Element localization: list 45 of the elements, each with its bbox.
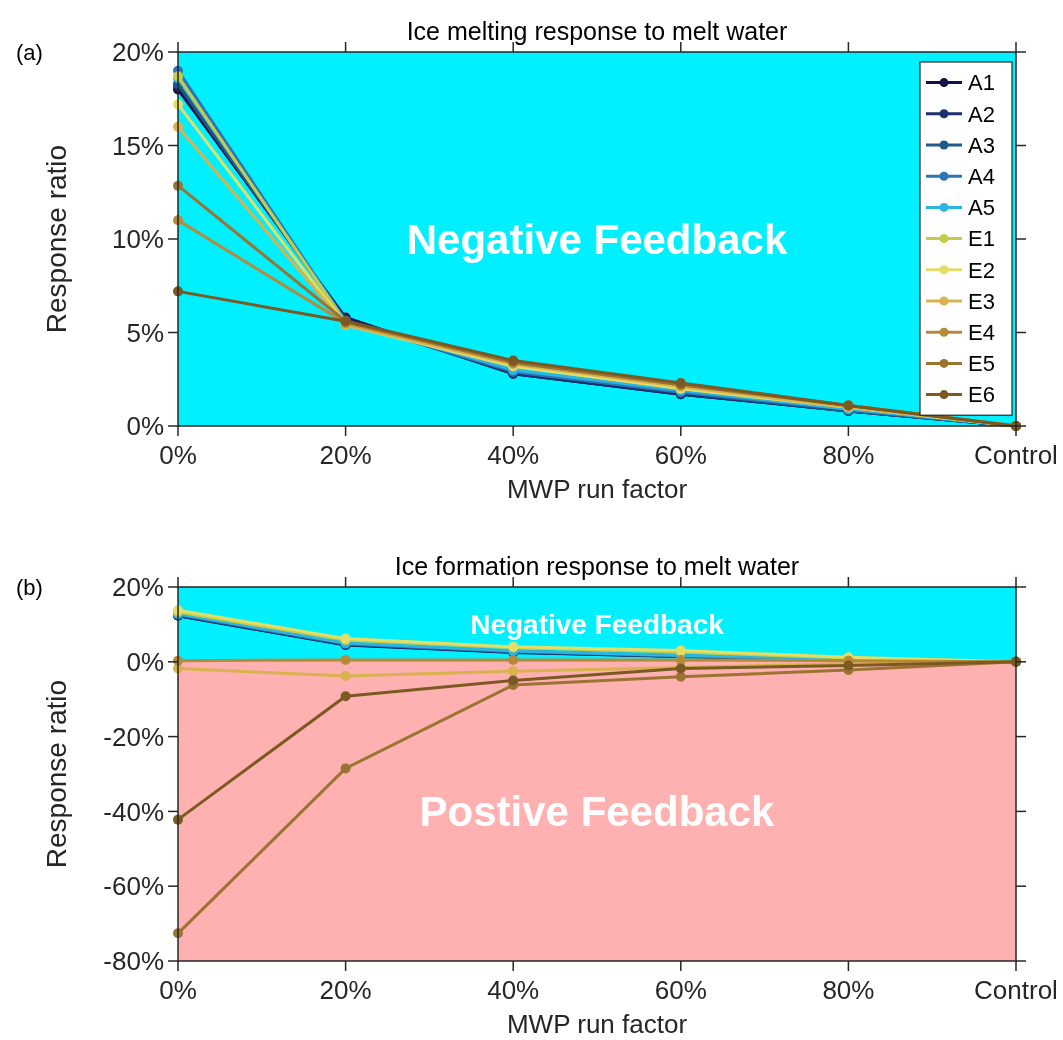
y-tick-label: 0% <box>126 411 164 442</box>
x-axis-title: MWP run factor <box>506 1009 688 1039</box>
legend-label: E1 <box>968 226 995 252</box>
x-tick-label: 40% <box>487 440 540 470</box>
chart-title: Ice formation response to melt water <box>394 552 800 580</box>
x-axis-title: MWP run factor <box>506 474 688 504</box>
y-tick-label: 5% <box>126 317 164 348</box>
y-tick-label: 0% <box>126 646 164 677</box>
legend-label: E2 <box>968 257 995 283</box>
y-tick-label: 20% <box>111 572 164 603</box>
band-label: Postive Feedback <box>419 788 776 836</box>
legend-label: A4 <box>968 163 995 189</box>
x-tick-label: 80% <box>822 975 875 1005</box>
x-tick-label: 20% <box>319 440 372 470</box>
x-tick-label: Control <box>974 440 1058 470</box>
legend-label: A2 <box>968 101 995 127</box>
x-tick-label: 80% <box>822 440 875 470</box>
legend-label: A3 <box>968 132 995 158</box>
x-tick-label: Control <box>974 975 1058 1005</box>
y-axis-title: Response ratio <box>41 679 72 869</box>
legend-label: A5 <box>968 195 995 221</box>
y-tick-label: -80% <box>103 946 164 977</box>
legend-label: E6 <box>968 382 995 408</box>
y-tick-label: -40% <box>103 796 164 827</box>
y-tick-label: 10% <box>111 224 164 255</box>
y-tick-label: -60% <box>103 871 164 902</box>
band-label: Negative Feedback <box>470 609 725 641</box>
legend-label: E4 <box>968 319 995 345</box>
legend-label: E5 <box>968 351 995 377</box>
legend-label: A1 <box>968 70 995 96</box>
x-tick-label: 20% <box>319 975 372 1005</box>
text: (a) <box>16 40 43 65</box>
band-label: Negative Feedback <box>406 215 788 263</box>
chart-title: Ice melting response to melt water <box>406 17 788 45</box>
x-tick-label: 60% <box>654 440 707 470</box>
legend-label: E3 <box>968 288 995 314</box>
x-tick-label: 60% <box>654 975 707 1005</box>
x-tick-label: 40% <box>487 975 540 1005</box>
y-tick-label: 20% <box>111 37 164 68</box>
y-axis-title: Response ratio <box>41 144 72 334</box>
text: (b) <box>16 575 43 600</box>
x-tick-label: 0% <box>159 975 197 1005</box>
y-tick-label: -20% <box>103 721 164 752</box>
y-tick-label: 15% <box>111 130 164 161</box>
x-tick-label: 0% <box>159 440 197 470</box>
